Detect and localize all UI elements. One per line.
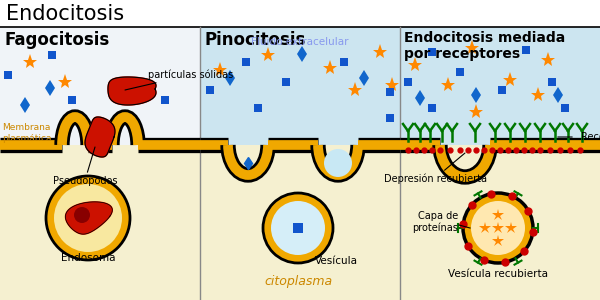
Circle shape <box>46 176 130 260</box>
Text: Endocitosis mediada
por receptores: Endocitosis mediada por receptores <box>404 31 565 61</box>
Circle shape <box>463 193 533 263</box>
Text: Endocitosis: Endocitosis <box>6 4 124 24</box>
Text: citoplasma: citoplasma <box>264 275 332 288</box>
Text: partículas sólidas: partículas sólidas <box>125 70 233 90</box>
Bar <box>456 68 464 76</box>
Bar <box>161 96 169 104</box>
Text: Fluido extracelular: Fluido extracelular <box>251 37 349 47</box>
Bar <box>548 78 556 86</box>
Bar <box>206 86 214 94</box>
Text: Vesícula recubierta: Vesícula recubierta <box>448 269 548 279</box>
Text: Vesícula: Vesícula <box>315 256 358 266</box>
Circle shape <box>263 193 333 263</box>
Text: Membrana
plasmática: Membrana plasmática <box>2 123 52 143</box>
Bar <box>428 104 436 112</box>
Bar <box>340 58 348 66</box>
Polygon shape <box>108 77 156 105</box>
Bar <box>561 104 569 112</box>
Bar <box>404 78 412 86</box>
Polygon shape <box>65 202 112 234</box>
Text: Endosoma: Endosoma <box>61 253 115 263</box>
Bar <box>68 96 76 104</box>
Bar <box>293 223 303 233</box>
Text: Pinocitosis: Pinocitosis <box>205 31 307 49</box>
Bar <box>522 46 530 54</box>
Bar <box>0 145 600 300</box>
Bar <box>0 0 600 27</box>
Circle shape <box>271 201 325 255</box>
Bar <box>428 48 436 56</box>
Bar <box>48 51 56 59</box>
Circle shape <box>74 207 90 223</box>
Polygon shape <box>85 117 115 157</box>
Text: Depresión recubierta: Depresión recubierta <box>383 153 487 184</box>
Bar <box>386 88 394 96</box>
Bar <box>4 71 12 79</box>
Circle shape <box>324 149 352 177</box>
Text: Receptor: Receptor <box>581 132 600 142</box>
Bar <box>0 27 200 145</box>
Bar <box>242 58 250 66</box>
Circle shape <box>471 201 525 255</box>
Bar <box>200 27 600 145</box>
Bar <box>386 114 394 122</box>
Text: Pseudópodos: Pseudópodos <box>53 147 117 185</box>
Text: Capa de
proteínas: Capa de proteínas <box>412 211 458 233</box>
Text: Fagocitosis: Fagocitosis <box>5 31 110 49</box>
Bar <box>498 86 506 94</box>
Circle shape <box>54 184 122 252</box>
Bar <box>282 78 290 86</box>
Bar <box>254 104 262 112</box>
